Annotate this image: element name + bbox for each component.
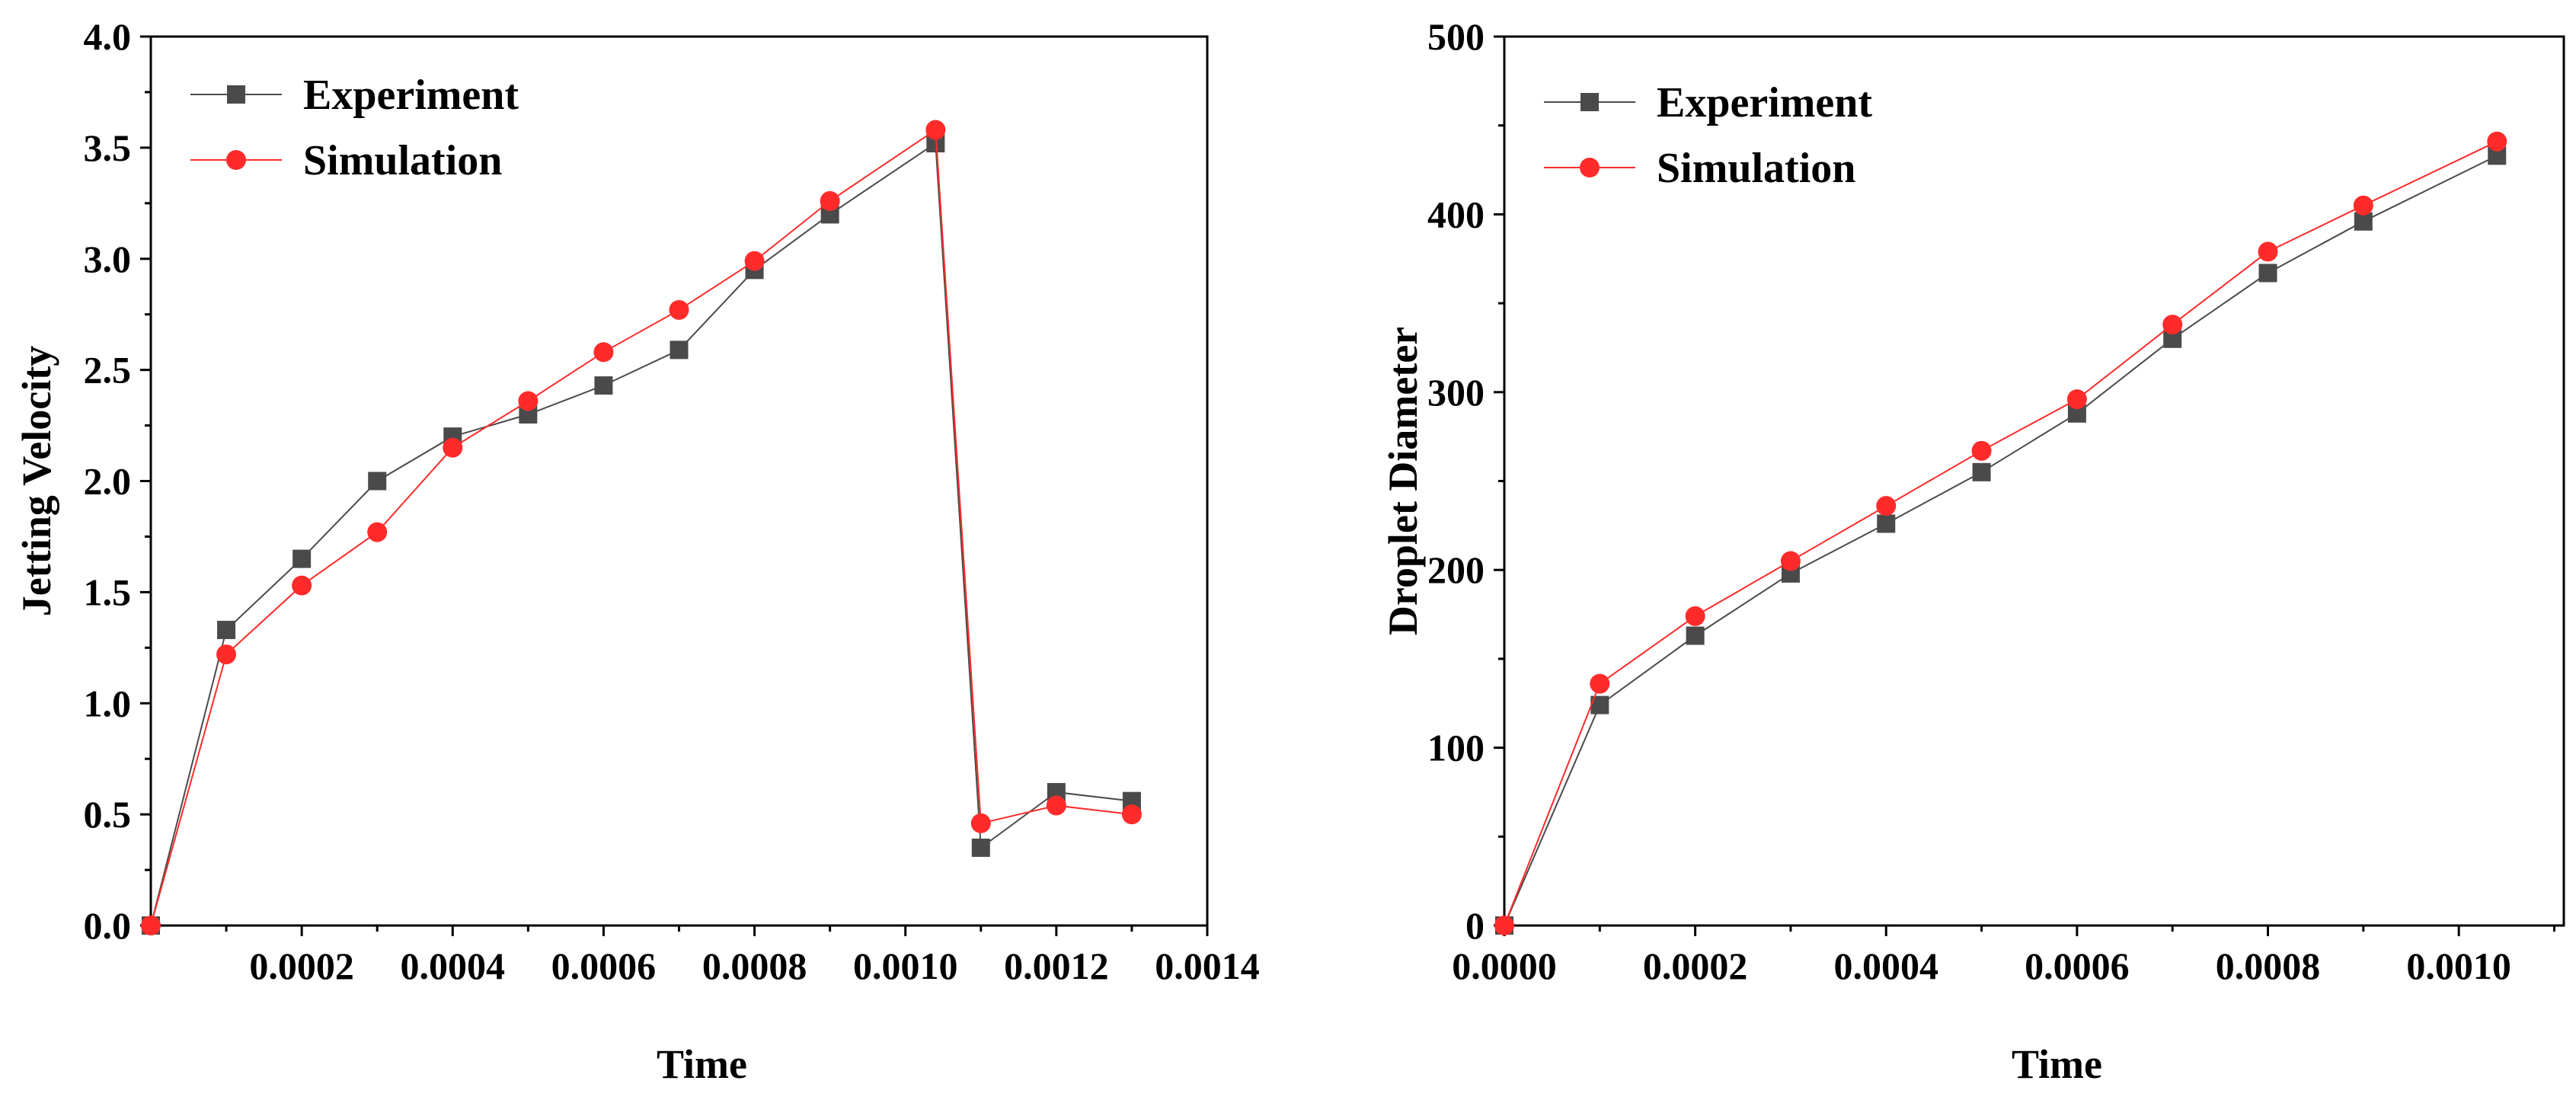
velocity-x-tick-label: 0.0006 [551, 945, 657, 987]
velocity-simulation-point [518, 391, 539, 411]
velocity-y-tick-label: 0.0 [84, 904, 132, 947]
jetting-velocity-chart: 0.0 0.5 1.0 1.5 2.0 2.5 3.0 3.5 4.0 0.0002 0.0004 0… [0, 0, 1288, 1099]
diameter-x-tick-label: 0.0010 [2406, 945, 2511, 987]
velocity-experiment-point [292, 549, 312, 568]
velocity-x-tick-label: 0.0012 [1004, 945, 1109, 987]
diameter-y-tick-label: 200 [1427, 548, 1485, 591]
diameter-simulation-point [1876, 496, 1897, 516]
diameter-experiment-point [1972, 462, 1991, 481]
jetting-velocity-chart-svg: 0.0 0.5 1.0 1.5 2.0 2.5 3.0 3.5 4.0 0.0002 0.0004 0… [14, 15, 1260, 1087]
velocity-legend-simulation-label: Simulation [303, 137, 502, 184]
velocity-simulation-point [925, 120, 946, 140]
velocity-y-tick-label: 1.5 [84, 571, 132, 613]
diameter-simulation-point [2353, 195, 2373, 216]
diameter-x-axis-title: Time [2012, 1041, 2102, 1087]
velocity-simulation-point [141, 916, 161, 935]
diameter-legend-experiment-marker [1580, 93, 1599, 111]
velocity-simulation-point [292, 575, 312, 596]
velocity-y-axis-title: Jetting Velocity [14, 346, 59, 616]
droplet-diameter-chart: 0 100 200 300 400 500 0.0000 0.0002 0.0004 0.0006… [1288, 0, 2576, 1099]
velocity-simulation-point [443, 437, 463, 458]
velocity-experiment-point [670, 340, 689, 360]
velocity-y-tick-label: 1.0 [84, 682, 132, 724]
velocity-x-tick-label: 0.0014 [1155, 945, 1260, 987]
velocity-y-tick-label: 0.5 [84, 793, 132, 836]
diameter-simulation-point [2162, 315, 2183, 335]
velocity-experiment-line [150, 142, 1133, 926]
diameter-simulation-point [1685, 606, 1705, 626]
diameter-simulation-point [2487, 131, 2507, 152]
diameter-x-tick-label: 0.0008 [2216, 945, 2321, 987]
velocity-y-tick-label: 2.0 [84, 460, 132, 503]
diameter-experiment-point [2258, 264, 2277, 283]
diameter-legend-simulation-marker [1580, 158, 1600, 177]
velocity-y-tick-label: 4.0 [84, 15, 132, 58]
velocity-simulation-line [150, 128, 1133, 926]
diameter-simulation-line [1504, 140, 2498, 926]
diameter-y-tick-label: 300 [1427, 371, 1485, 414]
diameter-y-tick-label: 500 [1427, 15, 1485, 58]
diameter-legend-experiment-label: Experiment [1657, 79, 1872, 126]
velocity-simulation-point [1046, 795, 1066, 816]
diameter-simulation-point [1494, 916, 1514, 935]
diameter-legend-simulation-label: Simulation [1657, 145, 1855, 192]
diameter-experiment-point [1686, 626, 1705, 645]
velocity-simulation-point [593, 342, 614, 363]
velocity-x-tick-label: 0.0004 [401, 945, 506, 987]
diameter-x-tick-label: 0.0002 [1643, 945, 1748, 987]
velocity-simulation-point [744, 251, 765, 271]
velocity-experiment-point [368, 472, 387, 491]
velocity-x-tick-label: 0.0010 [853, 945, 958, 987]
velocity-y-tick-label: 3.0 [84, 238, 132, 280]
velocity-simulation-point [970, 813, 991, 833]
diameter-y-tick-label: 0 [1465, 904, 1485, 947]
diameter-y-axis-title: Droplet Diameter [1380, 327, 1426, 635]
velocity-legend-simulation-marker [226, 150, 246, 170]
diameter-simulation-point [2258, 241, 2278, 262]
velocity-simulation-point [1121, 804, 1142, 825]
diameter-simulation-point [2066, 389, 2087, 410]
diameter-simulation-point [1590, 673, 1610, 694]
diameter-experiment-point [2354, 212, 2373, 231]
velocity-y-tick-label: 3.5 [84, 126, 132, 169]
diameter-simulation-point [1971, 440, 1992, 461]
diameter-simulation-point [1780, 551, 1801, 571]
diameter-y-tick-label: 400 [1427, 193, 1485, 235]
velocity-simulation-point [367, 522, 388, 542]
velocity-x-tick-label: 0.0002 [249, 945, 354, 987]
diameter-x-tick-label: 0.0000 [1452, 945, 1557, 987]
diameter-experiment-point [1877, 514, 1896, 533]
diameter-x-tick-label: 0.0004 [1834, 945, 1939, 987]
velocity-x-tick-label: 0.0008 [702, 945, 807, 987]
velocity-legend-experiment-marker [227, 85, 245, 104]
velocity-simulation-point [820, 190, 840, 211]
velocity-experiment-point [217, 620, 236, 639]
velocity-x-axis-title: Time [657, 1041, 747, 1087]
velocity-legend-experiment-label: Experiment [303, 72, 519, 119]
velocity-simulation-point [669, 299, 689, 320]
velocity-simulation-point [216, 644, 237, 665]
droplet-diameter-chart-svg: 0 100 200 300 400 500 0.0000 0.0002 0.0004 0.0006… [1380, 15, 2565, 1087]
velocity-y-tick-label: 2.5 [84, 349, 132, 392]
diameter-experiment-line [1504, 155, 2498, 926]
diameter-y-tick-label: 100 [1427, 727, 1485, 769]
diameter-x-tick-label: 0.0006 [2025, 945, 2130, 987]
velocity-experiment-point [971, 838, 990, 857]
velocity-experiment-point [594, 376, 613, 395]
